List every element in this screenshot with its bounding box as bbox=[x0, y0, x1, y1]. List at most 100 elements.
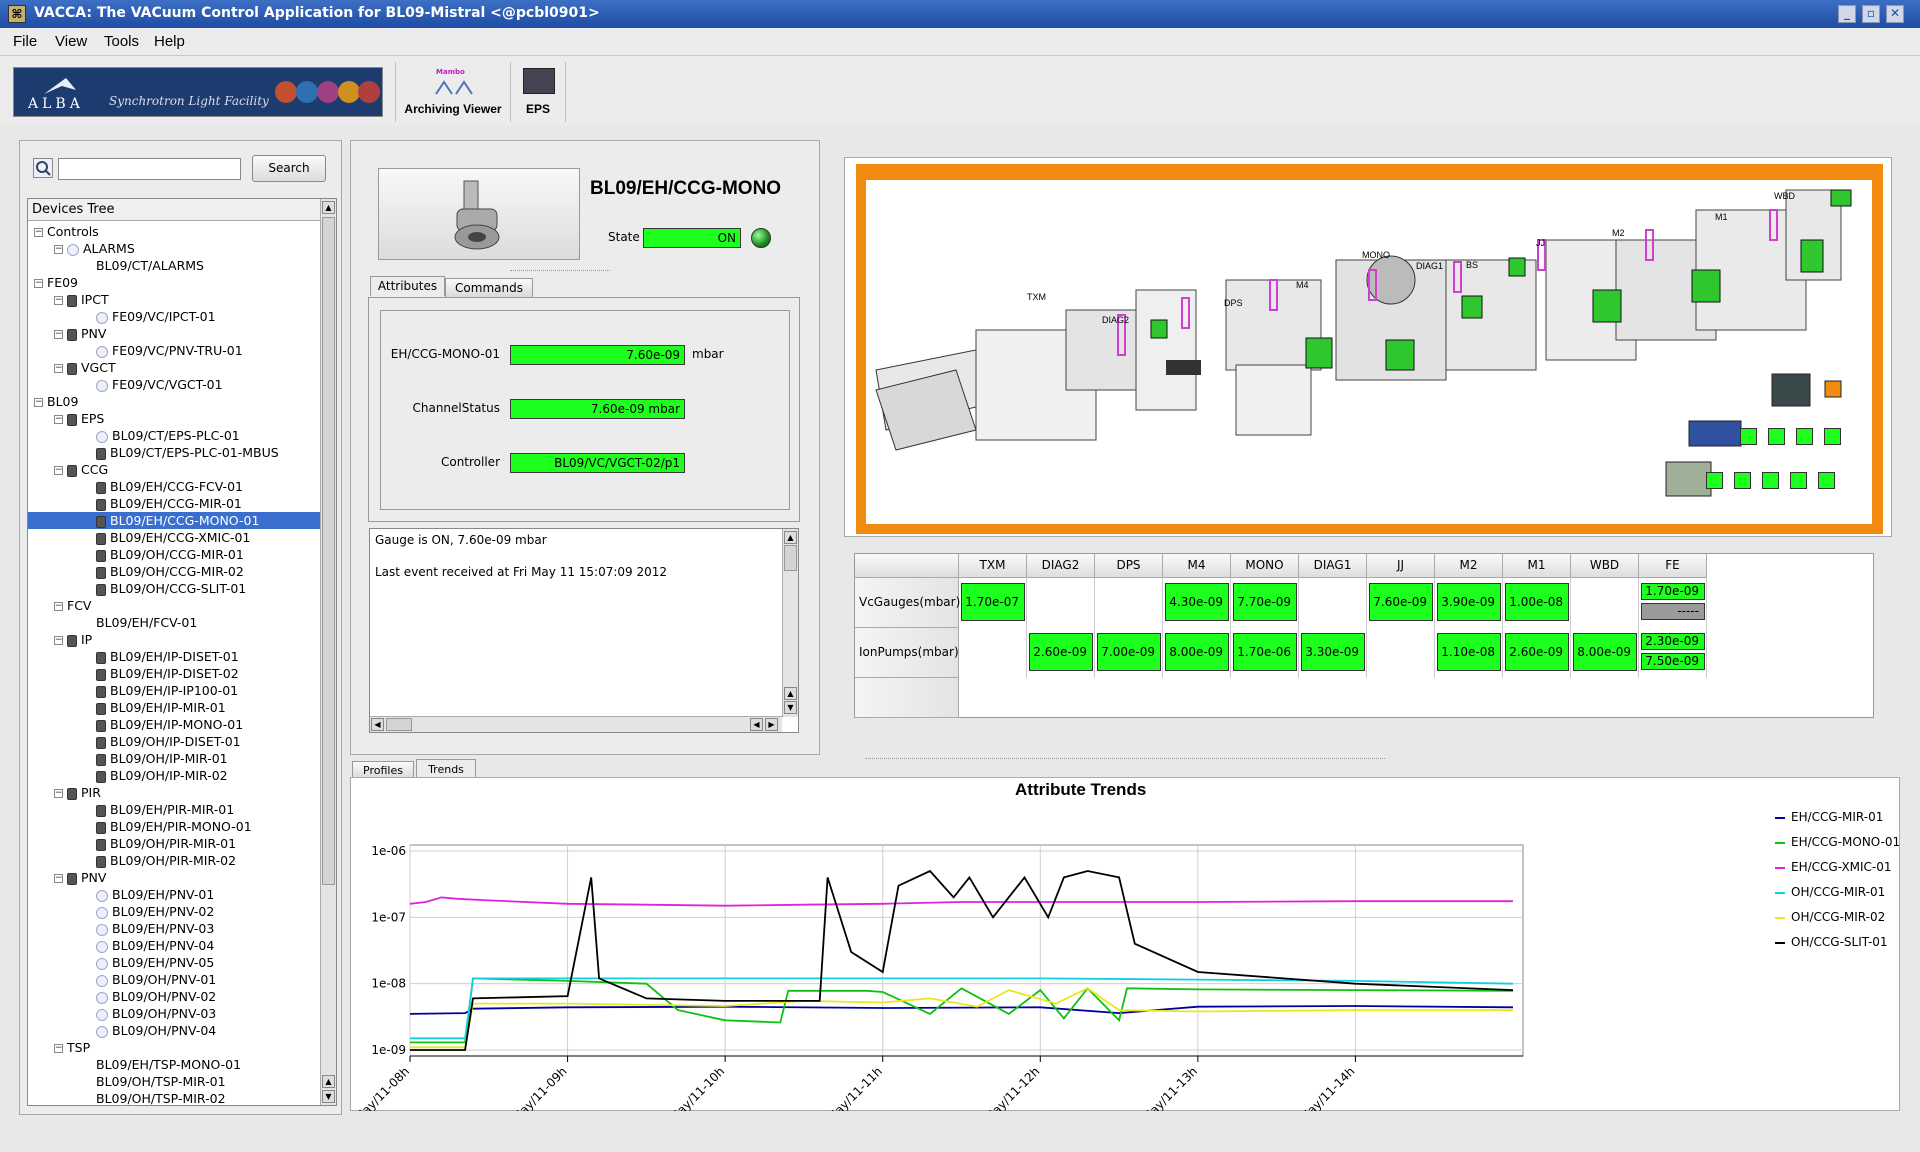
eps-status-square[interactable] bbox=[1790, 472, 1807, 489]
tree-group[interactable]: − ALARMS bbox=[54, 240, 135, 257]
pressure-cell[interactable]: 3.30e-09 bbox=[1301, 633, 1365, 671]
tree-item[interactable]: BL09/EH/PNV-03 bbox=[86, 920, 214, 937]
tree-item[interactable]: BL09/EH/PIR-MONO-01 bbox=[86, 818, 252, 835]
collapse-icon[interactable]: − bbox=[54, 363, 63, 373]
collapse-icon[interactable]: − bbox=[34, 227, 43, 237]
pressure-cell[interactable]: 1.10e-08 bbox=[1437, 633, 1501, 671]
tree-item[interactable]: BL09/OH/CCG-MIR-02 bbox=[86, 563, 244, 580]
tree-item[interactable]: BL09/EH/CCG-XMIC-01 bbox=[86, 529, 250, 546]
tree-item[interactable]: BL09/OH/PNV-01 bbox=[86, 971, 216, 988]
tree-item[interactable]: BL09/EH/PNV-02 bbox=[86, 903, 214, 920]
tree-item[interactable]: FE09/VC/IPCT-01 bbox=[86, 308, 216, 325]
eps-status-square[interactable] bbox=[1762, 472, 1779, 489]
pressure-cell[interactable]: 2.30e-09 bbox=[1641, 633, 1705, 650]
tree-group[interactable]: − PNV bbox=[54, 325, 106, 342]
collapse-icon[interactable]: − bbox=[34, 397, 43, 407]
menu-view[interactable]: View bbox=[55, 33, 88, 50]
tree-group[interactable]: − FE09 bbox=[34, 274, 78, 291]
tree-item[interactable]: BL09/EH/CCG-MIR-01 bbox=[86, 495, 242, 512]
tree-item[interactable]: BL09/EH/PNV-05 bbox=[86, 954, 214, 971]
pressure-cell[interactable]: 4.30e-09 bbox=[1165, 583, 1229, 621]
collapse-icon[interactable]: − bbox=[54, 465, 63, 475]
tree-item[interactable]: BL09/OH/TSP-MIR-02 bbox=[86, 1090, 226, 1105]
menu-file[interactable]: File bbox=[13, 33, 38, 50]
tree-group[interactable]: − Controls bbox=[34, 223, 99, 240]
pressure-cell[interactable]: 2.60e-09 bbox=[1029, 633, 1093, 671]
tree-item[interactable]: BL09/OH/PIR-MIR-01 bbox=[86, 835, 236, 852]
tree-item[interactable]: BL09/EH/IP-MIR-01 bbox=[86, 699, 226, 716]
tree-item[interactable]: FE09/VC/PNV-TRU-01 bbox=[86, 342, 243, 359]
tree-item[interactable]: BL09/EH/FCV-01 bbox=[86, 614, 197, 631]
collapse-icon[interactable]: − bbox=[54, 295, 63, 305]
collapse-icon[interactable]: − bbox=[54, 329, 63, 339]
maximize-icon[interactable]: ▫ bbox=[1862, 5, 1880, 23]
tree-item[interactable]: BL09/EH/PNV-01 bbox=[86, 886, 214, 903]
pressure-cell[interactable]: 7.50e-09 bbox=[1641, 653, 1705, 670]
tree-item[interactable]: BL09/OH/PNV-02 bbox=[86, 988, 216, 1005]
tree-group[interactable]: − EPS bbox=[54, 410, 104, 427]
tree-group[interactable]: − CCG bbox=[54, 461, 108, 478]
tree-item[interactable]: BL09/EH/CCG-MONO-01 bbox=[28, 512, 320, 529]
tree-item[interactable]: BL09/OH/PIR-MIR-02 bbox=[86, 852, 236, 869]
tab-commands[interactable]: Commands bbox=[445, 278, 533, 298]
collapse-icon[interactable]: − bbox=[34, 278, 43, 288]
tree-item[interactable]: BL09/OH/PNV-03 bbox=[86, 1005, 216, 1022]
archiving-viewer-button[interactable]: Mambo Archiving Viewer bbox=[395, 62, 510, 122]
eps-status-square[interactable] bbox=[1740, 428, 1757, 445]
menu-tools[interactable]: Tools bbox=[104, 33, 140, 50]
pressure-cell[interactable]: 8.00e-09 bbox=[1165, 633, 1229, 671]
collapse-icon[interactable]: − bbox=[54, 244, 63, 254]
eps-button[interactable]: EPS bbox=[510, 62, 566, 122]
collapse-icon[interactable]: − bbox=[54, 1043, 63, 1053]
tree-item[interactable]: BL09/OH/TSP-MIR-01 bbox=[86, 1073, 226, 1090]
tree-group[interactable]: − VGCT bbox=[54, 359, 116, 376]
pressure-cell[interactable]: 1.00e-08 bbox=[1505, 583, 1569, 621]
tree-item[interactable]: BL09/OH/CCG-SLIT-01 bbox=[86, 580, 246, 597]
pressure-cell[interactable]: 8.00e-09 bbox=[1573, 633, 1637, 671]
tree-group[interactable]: − TSP bbox=[54, 1039, 90, 1056]
close-icon[interactable]: ✕ bbox=[1886, 5, 1904, 23]
eps-status-square[interactable] bbox=[1768, 428, 1785, 445]
tree-group[interactable]: − IPCT bbox=[54, 291, 109, 308]
eps-status-square[interactable] bbox=[1796, 428, 1813, 445]
pressure-cell[interactable]: 1.70e-07 bbox=[961, 583, 1025, 621]
tab-trends[interactable]: Trends bbox=[416, 759, 476, 779]
menu-help[interactable]: Help bbox=[154, 33, 185, 50]
trends-chart[interactable]: 1e-09 1e-08 1e-07 1e-06 May/11-08h May/11-09h… bbox=[350, 800, 1900, 1111]
tree-group[interactable]: − FCV bbox=[54, 597, 91, 614]
tree-item[interactable]: BL09/EH/CCG-FCV-01 bbox=[86, 478, 243, 495]
tree-item[interactable]: BL09/OH/CCG-MIR-01 bbox=[86, 546, 244, 563]
pressure-cell[interactable]: 7.00e-09 bbox=[1097, 633, 1161, 671]
log-scrollbar[interactable]: ▲ ▲ ▼ bbox=[782, 529, 798, 717]
tree-item[interactable]: BL09/CT/ALARMS bbox=[86, 257, 204, 274]
tree-group[interactable]: − BL09 bbox=[34, 393, 78, 410]
tree-group[interactable]: − IP bbox=[54, 631, 92, 648]
pressure-cell[interactable]: 3.90e-09 bbox=[1437, 583, 1501, 621]
collapse-icon[interactable]: − bbox=[54, 788, 63, 798]
tree-item[interactable]: BL09/OH/IP-DISET-01 bbox=[86, 733, 241, 750]
tree-group[interactable]: − PIR bbox=[54, 784, 101, 801]
search-input[interactable] bbox=[58, 158, 241, 180]
pressure-cell[interactable]: 1.70e-06 bbox=[1233, 633, 1297, 671]
search-icon[interactable] bbox=[33, 158, 53, 178]
pressure-cell[interactable]: 2.60e-09 bbox=[1505, 633, 1569, 671]
eps-status-square[interactable] bbox=[1824, 428, 1841, 445]
tree-item[interactable]: FE09/VC/VGCT-01 bbox=[86, 376, 223, 393]
collapse-icon[interactable]: − bbox=[54, 635, 63, 645]
tree-item[interactable]: BL09/OH/PNV-04 bbox=[86, 1022, 216, 1039]
tree-item[interactable]: BL09/EH/PNV-04 bbox=[86, 937, 214, 954]
collapse-icon[interactable]: − bbox=[54, 873, 63, 883]
eps-status-square[interactable] bbox=[1706, 472, 1723, 489]
tree-item[interactable]: BL09/OH/IP-MIR-02 bbox=[86, 767, 228, 784]
pressure-cell[interactable]: ----- bbox=[1641, 603, 1705, 620]
search-button[interactable]: Search bbox=[252, 155, 326, 182]
tree-group[interactable]: − PNV bbox=[54, 869, 106, 886]
minimize-icon[interactable]: _ bbox=[1838, 5, 1856, 23]
tree-item[interactable]: BL09/CT/EPS-PLC-01-MBUS bbox=[86, 444, 279, 461]
tree-item[interactable]: BL09/EH/IP-IP100-01 bbox=[86, 682, 238, 699]
pressure-cell[interactable]: 7.70e-09 bbox=[1233, 583, 1297, 621]
pressure-cell[interactable]: 1.70e-09 bbox=[1641, 583, 1705, 600]
collapse-icon[interactable]: − bbox=[54, 601, 63, 611]
tree-item[interactable]: BL09/CT/EPS-PLC-01 bbox=[86, 427, 240, 444]
tree-item[interactable]: BL09/EH/PIR-MIR-01 bbox=[86, 801, 234, 818]
